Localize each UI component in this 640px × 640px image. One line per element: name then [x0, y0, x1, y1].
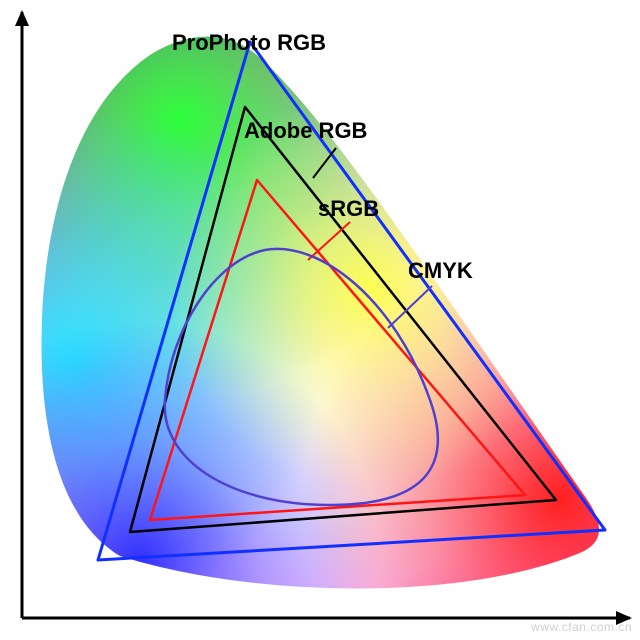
color-gamut-diagram: ProPhoto RGB Adobe RGB sRGB CMYK www.cfa… — [0, 0, 640, 640]
label-adobe-rgb: Adobe RGB — [244, 118, 367, 144]
gamut-svg — [0, 0, 640, 640]
label-srgb: sRGB — [318, 196, 379, 222]
watermark-text: www.cfan.com.cn — [531, 620, 632, 634]
label-cmyk: CMYK — [408, 258, 473, 284]
label-prophoto-rgb: ProPhoto RGB — [172, 30, 326, 56]
